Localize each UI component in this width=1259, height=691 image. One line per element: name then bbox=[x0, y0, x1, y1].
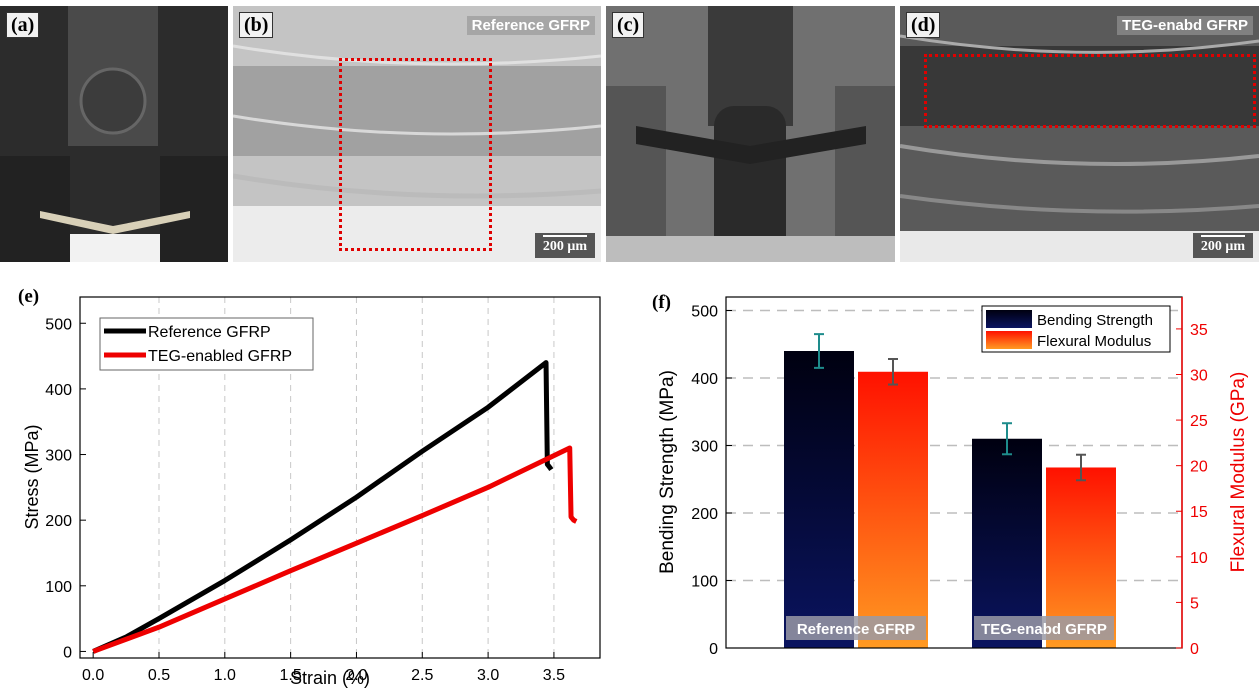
category-label-bg bbox=[786, 616, 926, 640]
highlight-box-b bbox=[339, 58, 492, 251]
y-tick-label: 300 bbox=[45, 448, 72, 465]
scale-label-d: 200 μm bbox=[1200, 239, 1245, 254]
x-tick-label: 3.0 bbox=[477, 667, 499, 684]
scale-label-b: 200 μm bbox=[542, 239, 587, 254]
x-tick-label: 0.5 bbox=[148, 667, 170, 684]
category-label: TEG-enabd GFRP bbox=[981, 621, 1107, 638]
y-axis-title-left: Bending Strength (MPa) bbox=[657, 370, 678, 574]
micrograph-image-b bbox=[233, 6, 601, 262]
y-tick-label-right: 5 bbox=[1190, 595, 1199, 612]
x-tick-label: 1.0 bbox=[214, 667, 236, 684]
y-tick-label: 500 bbox=[45, 316, 72, 333]
legend-label-reference: Reference GFRP bbox=[148, 324, 271, 341]
legend-swatch-bending bbox=[986, 310, 1032, 328]
legend: Reference GFRP TEG-enabled GFRP bbox=[99, 317, 314, 371]
bar-bending-strength bbox=[972, 438, 1042, 648]
legend-label-teg: TEG-enabled GFRP bbox=[148, 348, 292, 365]
panel-label-d: (d) bbox=[906, 12, 941, 38]
micrograph-panel-d: (d) TEG-enabd GFRP 200 μm bbox=[900, 6, 1259, 262]
highlight-box-d bbox=[924, 54, 1256, 128]
stress-strain-chart: (e) 0.0 0.5 1.0 1.5 2.0 2.5 3.0 3.5 0 100 200 300 40… bbox=[18, 286, 601, 688]
y-tick-label-right: 30 bbox=[1190, 367, 1208, 384]
y-axis-title: Stress (MPa) bbox=[22, 424, 42, 529]
y-tick-label-right: 25 bbox=[1190, 413, 1208, 430]
y-tick-label-right: 0 bbox=[1190, 641, 1199, 658]
series-line-reference bbox=[92, 360, 554, 654]
panel-label-b: (b) bbox=[239, 12, 274, 38]
category-labels: Reference GFRP TEG-enabd GFRP bbox=[786, 616, 1114, 640]
y-tick-label-left: 300 bbox=[691, 439, 718, 456]
legend-label-modulus: Flexural Modulus bbox=[1037, 333, 1151, 350]
test-fixture-photo-a bbox=[0, 6, 228, 262]
micrograph-panel-b: (b) Reference GFRP 200 μm bbox=[233, 6, 601, 262]
category-label-bg bbox=[974, 616, 1114, 640]
x-tick-label: 2.0 bbox=[345, 667, 367, 684]
panel-label-e: (e) bbox=[18, 286, 39, 307]
x-tick-label: 1.5 bbox=[280, 667, 302, 684]
bar-bending-strength bbox=[784, 351, 854, 648]
bar-flexural-modulus bbox=[858, 371, 928, 648]
series-lines bbox=[92, 360, 578, 654]
category-label: Reference GFRP bbox=[797, 621, 915, 638]
y-tick-label: 400 bbox=[45, 382, 72, 399]
legend: Bending Strength Flexural Modulus bbox=[981, 305, 1171, 353]
plot-frame bbox=[79, 296, 601, 659]
image-title-d: TEG-enabd GFRP bbox=[1117, 16, 1253, 35]
y-axis-title-right: Flexural Modulus (GPa) bbox=[1228, 372, 1249, 573]
x-tick-label: 2.5 bbox=[411, 667, 433, 684]
legend-swatch-modulus bbox=[986, 331, 1032, 349]
y-tick-label-left: 200 bbox=[691, 506, 718, 523]
x-tick-label: 3.5 bbox=[543, 667, 565, 684]
y-tick-label: 0 bbox=[63, 644, 72, 661]
scale-bar-d: 200 μm bbox=[1192, 233, 1253, 258]
y-tick-label-left: 400 bbox=[691, 371, 718, 388]
photo-panel-c: (c) bbox=[606, 6, 895, 262]
bending-bar-chart: (f) 0 100 200 300 400 500 0 5 10 15 20 25 30 35 Bendi… bbox=[652, 292, 1249, 658]
axes: 0 100 200 300 400 500 0 5 10 15 20 25 30 35 bbox=[691, 297, 1208, 658]
photo-panel-a: (a) bbox=[0, 6, 228, 262]
bars bbox=[784, 333, 1116, 648]
y-tick-label-right: 20 bbox=[1190, 459, 1208, 476]
x-axis-title: Strain (%) bbox=[290, 668, 370, 688]
y-tick-label-left: 500 bbox=[691, 304, 718, 321]
panel-label-c: (c) bbox=[612, 12, 645, 38]
y-tick-label-right: 15 bbox=[1190, 504, 1208, 521]
y-tick-label-right: 10 bbox=[1190, 550, 1208, 567]
y-tick-label-right: 35 bbox=[1190, 322, 1208, 339]
axes: 0.0 0.5 1.0 1.5 2.0 2.5 3.0 3.5 0 100 200 300 400 500 bbox=[45, 316, 565, 684]
micrograph-image-d bbox=[900, 6, 1259, 262]
panel-label-a: (a) bbox=[6, 12, 40, 38]
y-tick-label-left: 0 bbox=[709, 641, 718, 658]
legend-label-bending: Bending Strength bbox=[1037, 312, 1153, 329]
series-line-teg bbox=[92, 445, 578, 654]
test-fixture-photo-c bbox=[606, 6, 895, 262]
y-tick-label-left: 100 bbox=[691, 574, 718, 591]
panel-label-f: (f) bbox=[652, 292, 671, 313]
scale-bar-b: 200 μm bbox=[534, 233, 595, 258]
x-tick-label: 0.0 bbox=[82, 667, 104, 684]
y-tick-label: 100 bbox=[45, 579, 72, 596]
y-tick-label: 200 bbox=[45, 513, 72, 530]
image-title-b: Reference GFRP bbox=[466, 16, 595, 35]
